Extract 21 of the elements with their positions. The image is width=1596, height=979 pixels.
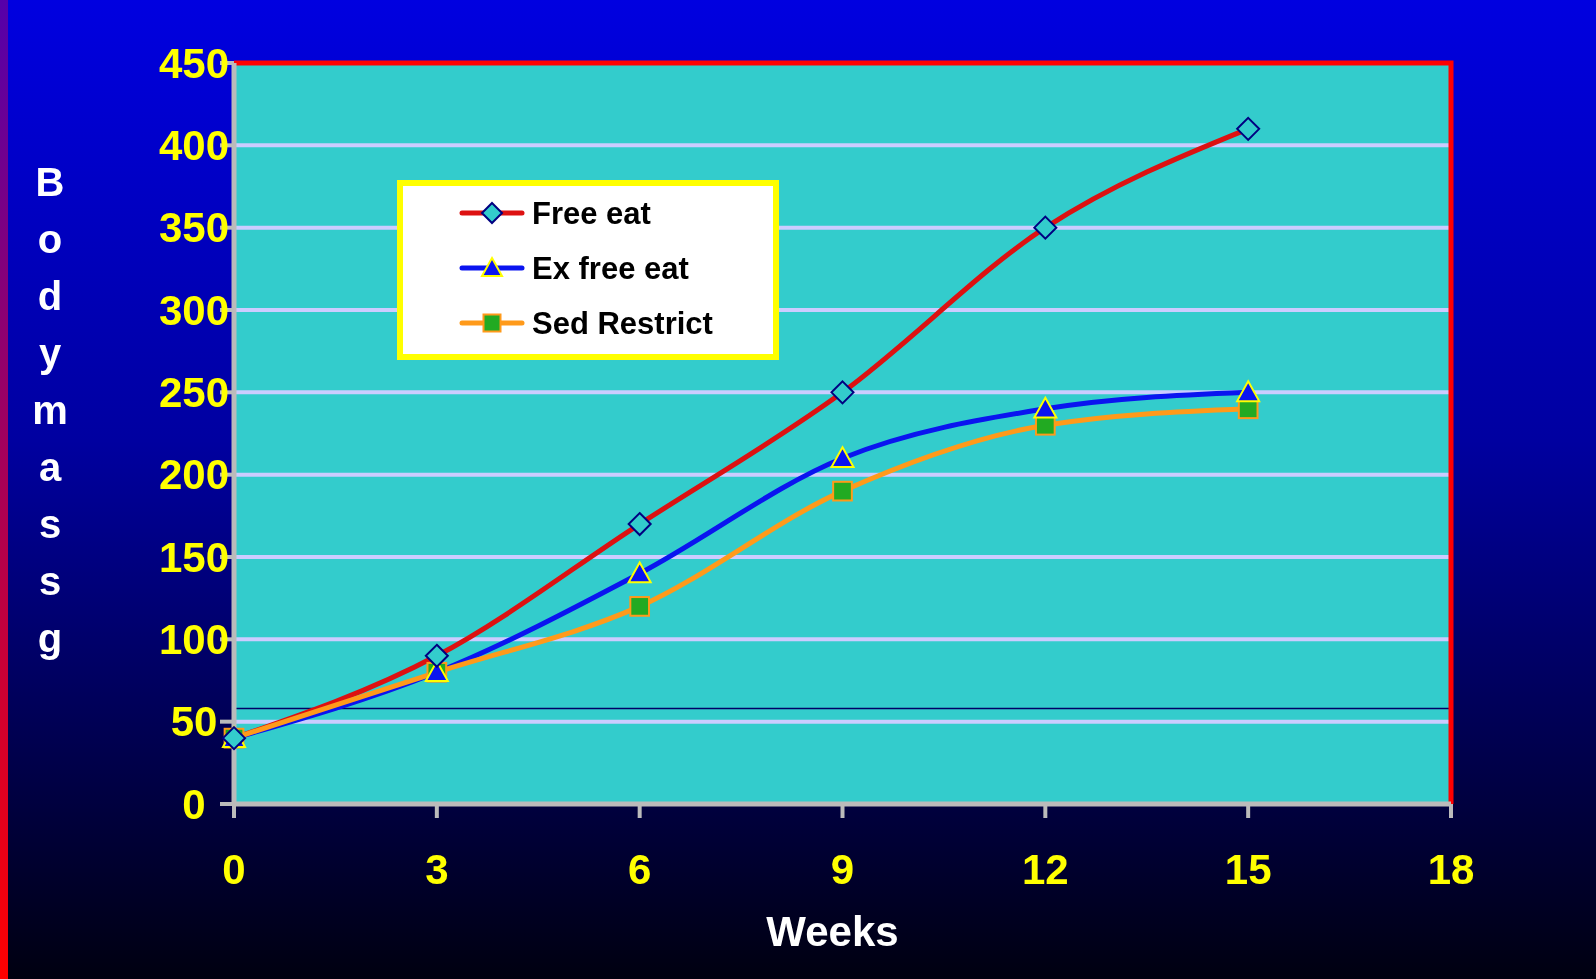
y-tick-label: 50 bbox=[170, 698, 218, 746]
y-tick-label: 100 bbox=[158, 616, 230, 664]
y-tick-label: 400 bbox=[158, 122, 230, 170]
x-tick-label: 6 bbox=[627, 846, 652, 893]
x-tick-label: 12 bbox=[1021, 846, 1069, 893]
legend-label: Ex free eat bbox=[532, 250, 689, 286]
y-tick-label: 0 bbox=[182, 780, 206, 828]
x-tick-label: 3 bbox=[425, 846, 449, 893]
legend-label: Sed Restrict bbox=[532, 305, 713, 341]
x-tick-label: 18 bbox=[1427, 846, 1475, 893]
y-tick-label: 350 bbox=[158, 204, 230, 252]
text: Body mass g bbox=[32, 160, 68, 660]
y-tick-label: 250 bbox=[158, 369, 230, 417]
y-tick-label: 450 bbox=[158, 39, 230, 87]
y-tick-label: 150 bbox=[158, 533, 230, 581]
y-tick-label: 300 bbox=[158, 286, 230, 334]
x-tick-label: 15 bbox=[1224, 846, 1272, 893]
x-tick-label: 9 bbox=[830, 846, 855, 893]
legend-label: Free eat bbox=[532, 195, 651, 231]
y-tick-label: 200 bbox=[158, 451, 230, 499]
x-axis-title: Weeks bbox=[766, 908, 899, 955]
